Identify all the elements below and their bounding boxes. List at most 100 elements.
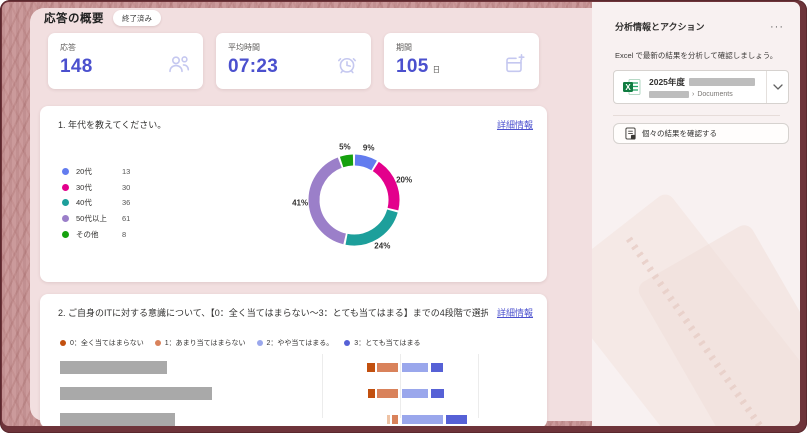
legend-value: 13 [122, 167, 131, 177]
notebook-decoration [635, 221, 800, 426]
legend-dot [154, 340, 161, 346]
stat-label: 応答 [60, 43, 76, 52]
stat-card-duration: 期間 105 日 [384, 33, 539, 89]
legend-item: 50代以上 61 [62, 211, 130, 227]
gridline [478, 354, 479, 418]
gridline [322, 354, 323, 418]
donut-segment-20代 [354, 154, 377, 171]
stat-value: 105 日 [396, 56, 441, 77]
bar-segment [377, 389, 398, 398]
bar-row [40, 412, 547, 426]
more-options-icon[interactable]: ··· [770, 20, 784, 33]
gridline [400, 354, 401, 418]
donut-segment-30代 [372, 161, 400, 211]
legend-label: 2：やや当てはまる。 [266, 340, 334, 347]
sidebar-divider [613, 115, 780, 116]
bar-segment [402, 363, 428, 372]
stat-label: 期間 [396, 43, 412, 52]
donut-percent-label: 41% [292, 198, 309, 208]
donut-legend: 20代 13 30代 30 40代 36 50代以上 61 その他 8 [62, 164, 130, 242]
workbook-path: › Documents [649, 91, 755, 98]
stat-value: 07:23 [228, 56, 279, 77]
legend-label: 20代 [76, 167, 92, 177]
workbook-name-redacted [688, 78, 755, 86]
donut-percent-label: 24% [374, 241, 391, 251]
notebook-spiral-decoration [625, 236, 776, 426]
bar-legend-item: 3：とても当てはまる [344, 338, 421, 348]
legend-dot [62, 183, 69, 191]
question-2-title: 2. ご自身のITに対する意識について、【0：全く当てはまらない〜3：とても当て… [58, 308, 488, 318]
legend-label: 30代 [76, 182, 92, 192]
donut-percent-label: 20% [396, 175, 413, 185]
question-2-details-link[interactable]: 詳細情報 [496, 308, 533, 318]
legend-value: 30 [122, 182, 131, 192]
legend-label: その他 [76, 229, 99, 239]
question-1-details-link[interactable]: 詳細情報 [496, 120, 533, 130]
donut-segment-その他 [339, 154, 354, 168]
view-individual-results-label: 個々の結果を確認する [642, 129, 717, 138]
workbook-dropdown-button[interactable] [766, 71, 788, 103]
legend-item: 40代 36 [62, 195, 130, 211]
bar-segment [392, 415, 398, 424]
bar-segment [387, 415, 390, 424]
people-icon [169, 56, 190, 73]
workbook-path-redacted [649, 91, 689, 98]
insights-sidebar: 分析情報とアクション ··· Excel で最新の結果を分析して確認しましょう。… [592, 2, 800, 426]
legend-dot [62, 199, 69, 207]
legend-dot [256, 340, 263, 346]
legend-value: 8 [122, 229, 127, 239]
bar-legend: 0：全く当てはまらない 1：あまり当てはまらない 2：やや当てはまる。 3：とても当て… [60, 338, 421, 348]
redacted-row-label [60, 413, 175, 426]
legend-item: その他 8 [62, 226, 130, 242]
question-card-2: 2. ご自身のITに対する意識について、【0：全く当てはまらない〜3：とても当て… [40, 294, 547, 426]
donut-chart: 9% 20% 24% 41% 5% [254, 120, 454, 276]
bar-chart [40, 354, 547, 426]
donut-percent-label: 5% [339, 142, 351, 152]
legend-dot [62, 168, 69, 176]
bar-legend-item: 1：あまり当てはまらない [154, 338, 246, 348]
legend-label: 50代以上 [76, 214, 107, 224]
status-badge: 終了済み [113, 10, 161, 26]
redacted-row-label [60, 361, 167, 374]
stat-label: 平均時間 [228, 43, 260, 52]
notebook-decoration [592, 190, 800, 426]
legend-dot [60, 340, 66, 346]
sidebar-description: Excel で最新の結果を分析して確認しましょう。 [615, 51, 778, 60]
bar-row [40, 360, 547, 376]
legend-item: 30代 30 [62, 180, 130, 196]
legend-item: 20代 13 [62, 164, 130, 180]
sidebar-title: 分析情報とアクション [615, 22, 705, 32]
workbook-selector[interactable]: X 2025年度 › Documents [613, 70, 789, 104]
legend-dot [344, 340, 351, 346]
bar-segment [402, 415, 443, 424]
legend-label: 40代 [76, 198, 92, 208]
chevron-down-icon [772, 84, 783, 90]
bar-segment [431, 363, 443, 372]
legend-value: 61 [122, 214, 131, 224]
legend-dot [62, 230, 69, 238]
bar-segment [431, 389, 444, 398]
view-individual-results-button[interactable]: 個々の結果を確認する [613, 123, 789, 144]
alarm-clock-icon [338, 57, 356, 74]
stat-card-average-time: 平均時間 07:23 [216, 33, 371, 89]
svg-text:X: X [625, 83, 631, 92]
bar-row [40, 386, 547, 402]
bar-segment [446, 415, 467, 424]
stats-row: 応答 148 平均時間 07:23 [48, 33, 539, 89]
stat-value: 148 [60, 56, 93, 77]
stat-unit: 日 [432, 65, 441, 74]
legend-label: 1：あまり当てはまらない [164, 340, 246, 347]
workbook-name: 2025年度 [649, 77, 685, 87]
page-title: 応答の概要 [44, 13, 104, 25]
legend-label: 3：とても当てはまる [354, 340, 421, 347]
bar-segment [402, 389, 428, 398]
legend-value: 36 [122, 198, 131, 208]
donut-percent-label: 9% [362, 143, 375, 153]
individual-results-icon [625, 127, 636, 140]
legend-dot [62, 215, 69, 223]
bar-segment [367, 363, 375, 372]
bar-legend-item: 2：やや当てはまる。 [256, 338, 334, 348]
window-background: 分析情報とアクション ··· Excel で最新の結果を分析して確認しましょう。… [2, 2, 800, 426]
question-1-title: 1. 年代を教えてください。 [58, 120, 167, 130]
